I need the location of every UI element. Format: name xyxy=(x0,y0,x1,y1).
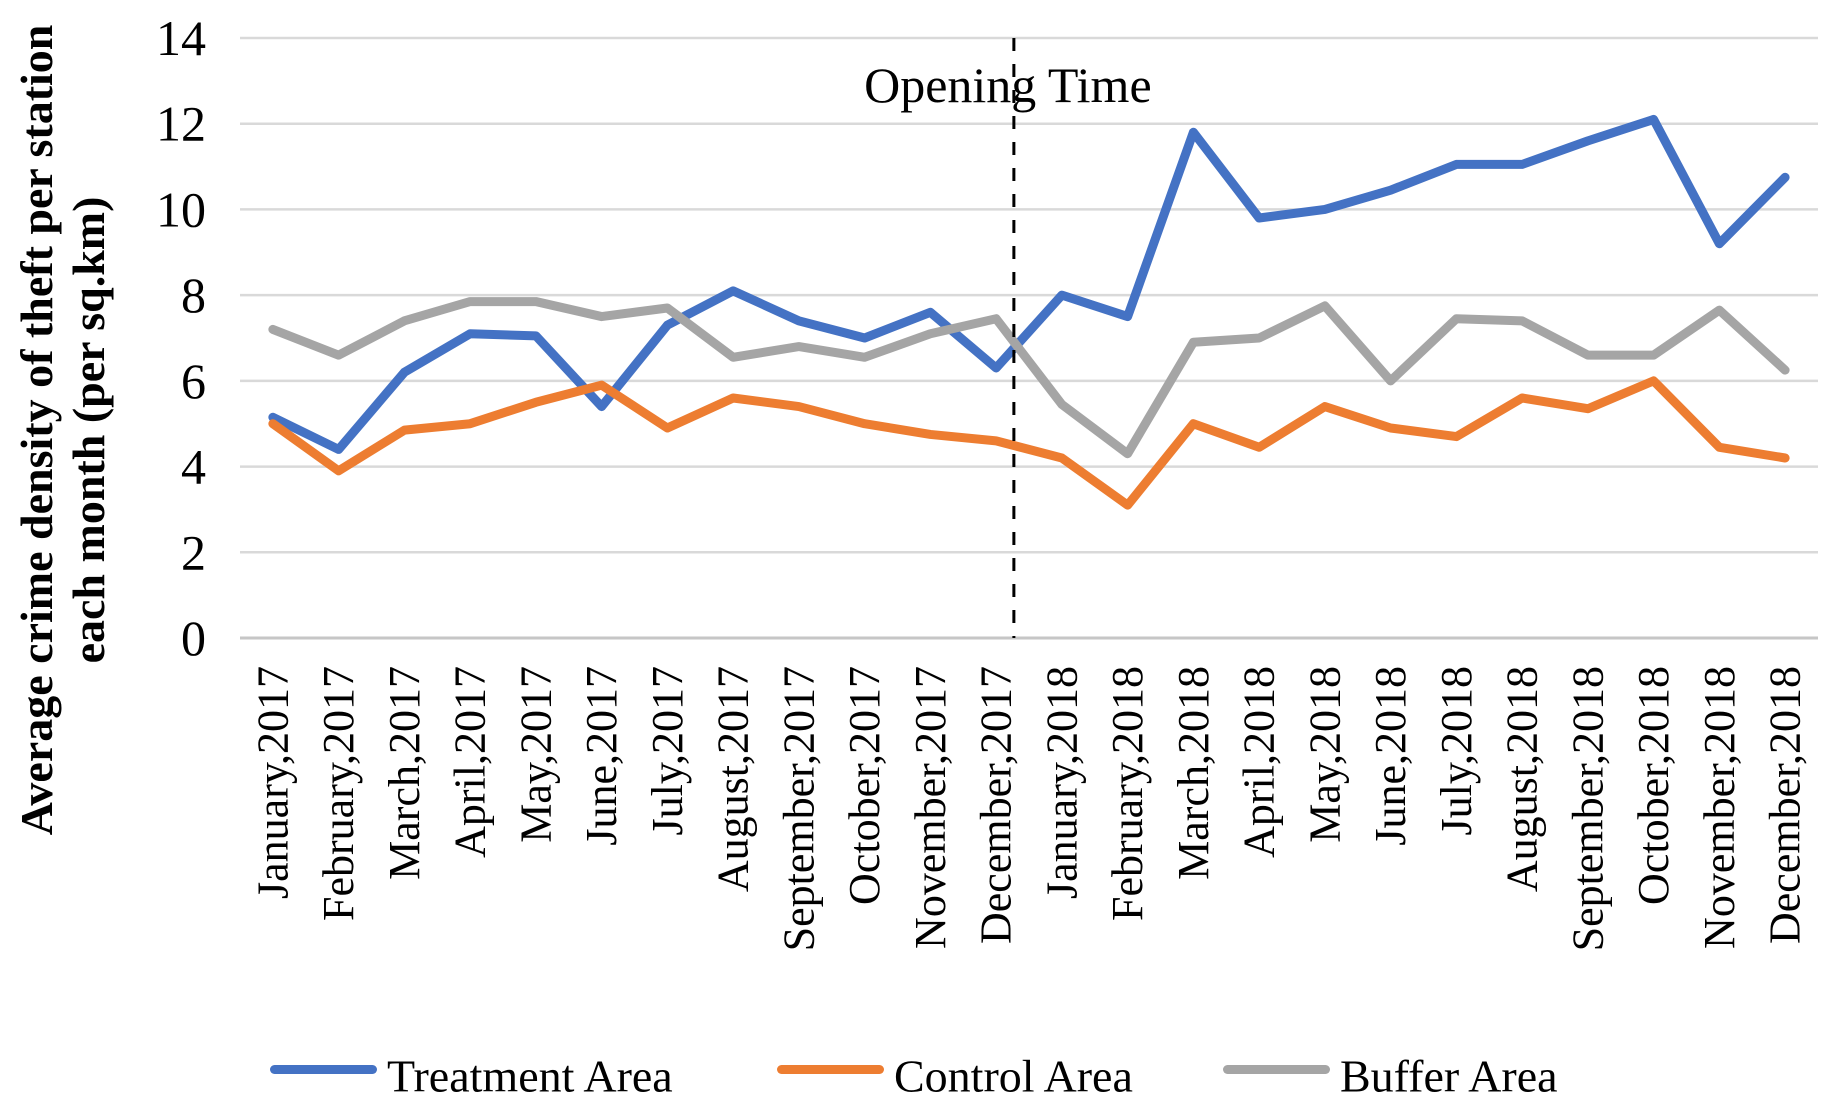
x-tick-label: December,2017 xyxy=(972,666,1021,944)
legend-swatch-buffer-area xyxy=(1223,1065,1330,1074)
x-tick-label: January,2018 xyxy=(1037,666,1086,899)
x-tick-label: October,2018 xyxy=(1629,666,1678,905)
x-tick-label: May,2018 xyxy=(1300,666,1349,843)
series-line-buffer-area xyxy=(268,297,1790,459)
x-axis-ticks: January,2017 February,2017 March,2017 April… xyxy=(248,666,1809,951)
y-tick-label: 8 xyxy=(181,267,206,323)
x-tick-label: April,2017 xyxy=(446,666,495,858)
y-tick-label: 2 xyxy=(181,524,206,580)
y-axis-title-line1: Average crime density of theft per stati… xyxy=(11,25,62,836)
legend-label-control-area: Control Area xyxy=(894,1051,1133,1102)
legend-swatch-treatment-area xyxy=(270,1065,377,1074)
x-tick-label: February,2017 xyxy=(314,666,363,921)
x-tick-label: August,2017 xyxy=(709,666,758,892)
x-tick-label: April,2018 xyxy=(1235,666,1284,858)
x-tick-label: June,2018 xyxy=(1366,666,1415,846)
x-tick-label: March,2018 xyxy=(1169,666,1218,880)
y-axis-ticks: 0 2 4 6 8 10 12 14 xyxy=(156,10,206,666)
y-tick-label: 10 xyxy=(156,181,206,237)
x-tick-label: November,2017 xyxy=(906,666,955,949)
legend: Treatment Area Control Area Buffer Area xyxy=(270,1051,1558,1102)
x-tick-label: February,2018 xyxy=(1103,666,1152,921)
y-tick-label: 14 xyxy=(156,10,206,66)
x-tick-label: September,2017 xyxy=(774,666,823,951)
x-tick-label: May,2017 xyxy=(511,666,560,843)
x-tick-label: January,2017 xyxy=(248,666,297,899)
legend-swatch-control-area xyxy=(777,1065,884,1074)
y-tick-label: 0 xyxy=(181,610,206,666)
x-tick-label: August,2018 xyxy=(1498,666,1547,892)
x-tick-label: July,2017 xyxy=(643,666,692,836)
x-tick-label: June,2017 xyxy=(577,666,626,846)
y-tick-label: 4 xyxy=(181,439,206,495)
x-tick-label: November,2018 xyxy=(1695,666,1744,949)
series-line-control-area xyxy=(268,376,1790,510)
y-tick-label: 6 xyxy=(181,353,206,409)
x-tick-label: September,2018 xyxy=(1563,666,1612,951)
legend-label-treatment-area: Treatment Area xyxy=(387,1051,673,1102)
gridlines xyxy=(240,36,1818,640)
opening-time-label: Opening Time xyxy=(864,57,1152,113)
y-axis-title-line2: each month (per sq.km) xyxy=(63,197,114,664)
legend-label-buffer-area: Buffer Area xyxy=(1340,1051,1558,1102)
x-tick-label: October,2017 xyxy=(840,666,889,905)
series-line-treatment-area xyxy=(268,114,1790,454)
x-tick-label: December,2018 xyxy=(1761,666,1810,944)
x-tick-label: July,2018 xyxy=(1432,666,1481,836)
x-tick-label: March,2017 xyxy=(380,666,429,880)
y-tick-label: 12 xyxy=(156,96,206,152)
series-lines xyxy=(268,114,1790,510)
